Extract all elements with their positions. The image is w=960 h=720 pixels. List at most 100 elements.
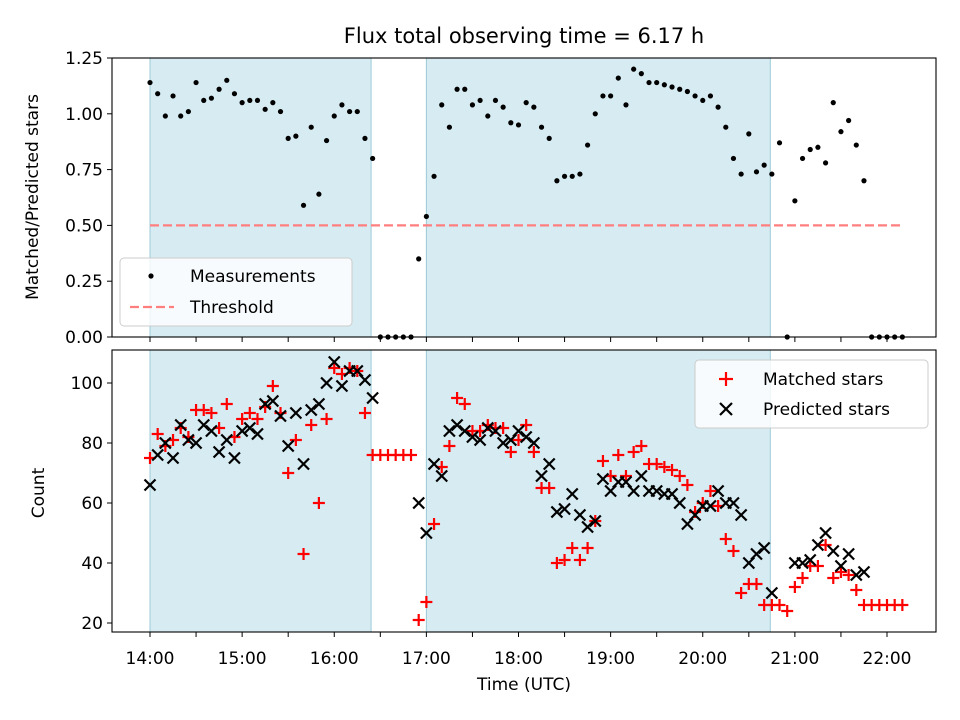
measurement-point [546, 135, 552, 141]
predicted-star-point [205, 424, 218, 438]
predicted-x-b [842, 547, 855, 561]
predicted-x-b [228, 451, 241, 465]
predicted-x-b [473, 433, 487, 447]
matched-star-point [612, 449, 625, 461]
predicted-x-b [427, 457, 441, 471]
predicted-x-b [826, 544, 840, 558]
measurement-point [584, 142, 591, 148]
matched-star-point [627, 446, 640, 458]
predicted-x-b [765, 586, 779, 600]
predicted-star-point [796, 556, 809, 570]
predicted-x-b [189, 436, 203, 450]
matched-star-point [773, 599, 786, 611]
predicted-star-point [166, 451, 180, 465]
measurement-point [531, 104, 537, 110]
measurement-point [692, 93, 698, 99]
measurement-point [285, 135, 291, 141]
legend-predicted-marker [719, 402, 733, 416]
matched-star-point [796, 572, 809, 584]
predicted-star-point [251, 427, 264, 441]
measurement-point [446, 124, 453, 130]
predicted-star-point [811, 538, 825, 552]
measurement-point [170, 93, 176, 99]
measurement-point [838, 129, 844, 135]
measurement-point [147, 79, 153, 86]
legend-predicted-label: Predicted stars [763, 400, 890, 420]
predicted-star-point [565, 487, 579, 501]
measurement-point [738, 171, 744, 177]
x-tick-label: 21:00 [770, 649, 819, 669]
measurement-point [201, 97, 207, 104]
measurement-points-layer [147, 66, 905, 340]
predicted-star-point [420, 526, 433, 540]
legend-measurements-marker [148, 273, 154, 279]
predicted-star-point [842, 547, 855, 561]
matched-star-point [289, 434, 302, 446]
measurement-point [254, 97, 261, 104]
matched-star-point [727, 545, 740, 557]
predicted-x-b [251, 427, 264, 441]
measurement-point [592, 111, 598, 117]
predicted-x-b [573, 508, 587, 522]
matched-star-point [566, 542, 579, 554]
measurement-point [669, 84, 675, 90]
measurement-point [262, 106, 268, 112]
measurement-point [561, 173, 568, 179]
bottom-y-axis: 20 40 60 80 100 [71, 374, 112, 634]
matched-star-point [405, 449, 418, 461]
matched-star-point [412, 614, 425, 626]
predicted-x-b [627, 484, 640, 498]
shaded-interval [149, 349, 372, 633]
predicted-star-point [274, 409, 287, 423]
measurement-point [347, 108, 353, 115]
matched-star-point [719, 533, 732, 545]
predicted-x-b [327, 355, 341, 369]
measurement-point [638, 71, 644, 77]
predicted-x-b [420, 526, 433, 540]
legend-matched-label: Matched stars [763, 370, 883, 390]
predicted-x-b [734, 508, 748, 522]
predicted-star-point [427, 457, 441, 471]
matched-star-point [819, 539, 832, 551]
predicted-star-point [450, 418, 464, 432]
predicted-x-b [197, 418, 211, 432]
predicted-star-point [258, 397, 272, 411]
matched-star-point [635, 440, 648, 452]
predicted-x-b [512, 424, 525, 438]
measurement-point [700, 97, 706, 104]
predicted-star-point [312, 397, 326, 411]
matched-star-point [504, 446, 517, 458]
top-shaded-regions [149, 57, 771, 338]
matched-star-point [619, 470, 632, 482]
predicted-star-point [635, 469, 648, 483]
predicted-star-point [512, 424, 525, 438]
predicted-x-b [220, 433, 234, 447]
matched-star-point [788, 581, 801, 593]
predicted-x-b [704, 499, 717, 513]
measurement-point [538, 124, 545, 130]
predicted-star-point [281, 439, 295, 453]
legend-matched-marker [719, 372, 733, 386]
predicted-star-point [228, 451, 241, 465]
predicted-x-b [297, 457, 310, 471]
measurement-point [600, 93, 606, 99]
bottom-legend: Matched stars Predicted stars [694, 359, 929, 429]
bottom-y-tick-label: 80 [81, 434, 103, 454]
predicted-x-b [481, 421, 495, 435]
x-tick-label: 17:00 [402, 649, 451, 669]
matched-star-point [558, 554, 571, 566]
predicted-star-point [489, 424, 502, 438]
predicted-star-point [297, 457, 310, 471]
matched-star-point [151, 428, 164, 440]
bottom-y-axis-label: Count [29, 467, 49, 518]
bottom-y-tick-label: 60 [81, 494, 103, 514]
measurement-point [423, 213, 429, 220]
measurement-point [224, 77, 230, 83]
matched-star-point [282, 467, 295, 479]
top-y-tick-label: 1.25 [65, 49, 103, 69]
predicted-x-b [757, 541, 771, 555]
top-y-tick-label: 0.25 [65, 272, 103, 292]
predicted-star-point [335, 379, 349, 393]
matched-star-point [458, 398, 471, 410]
